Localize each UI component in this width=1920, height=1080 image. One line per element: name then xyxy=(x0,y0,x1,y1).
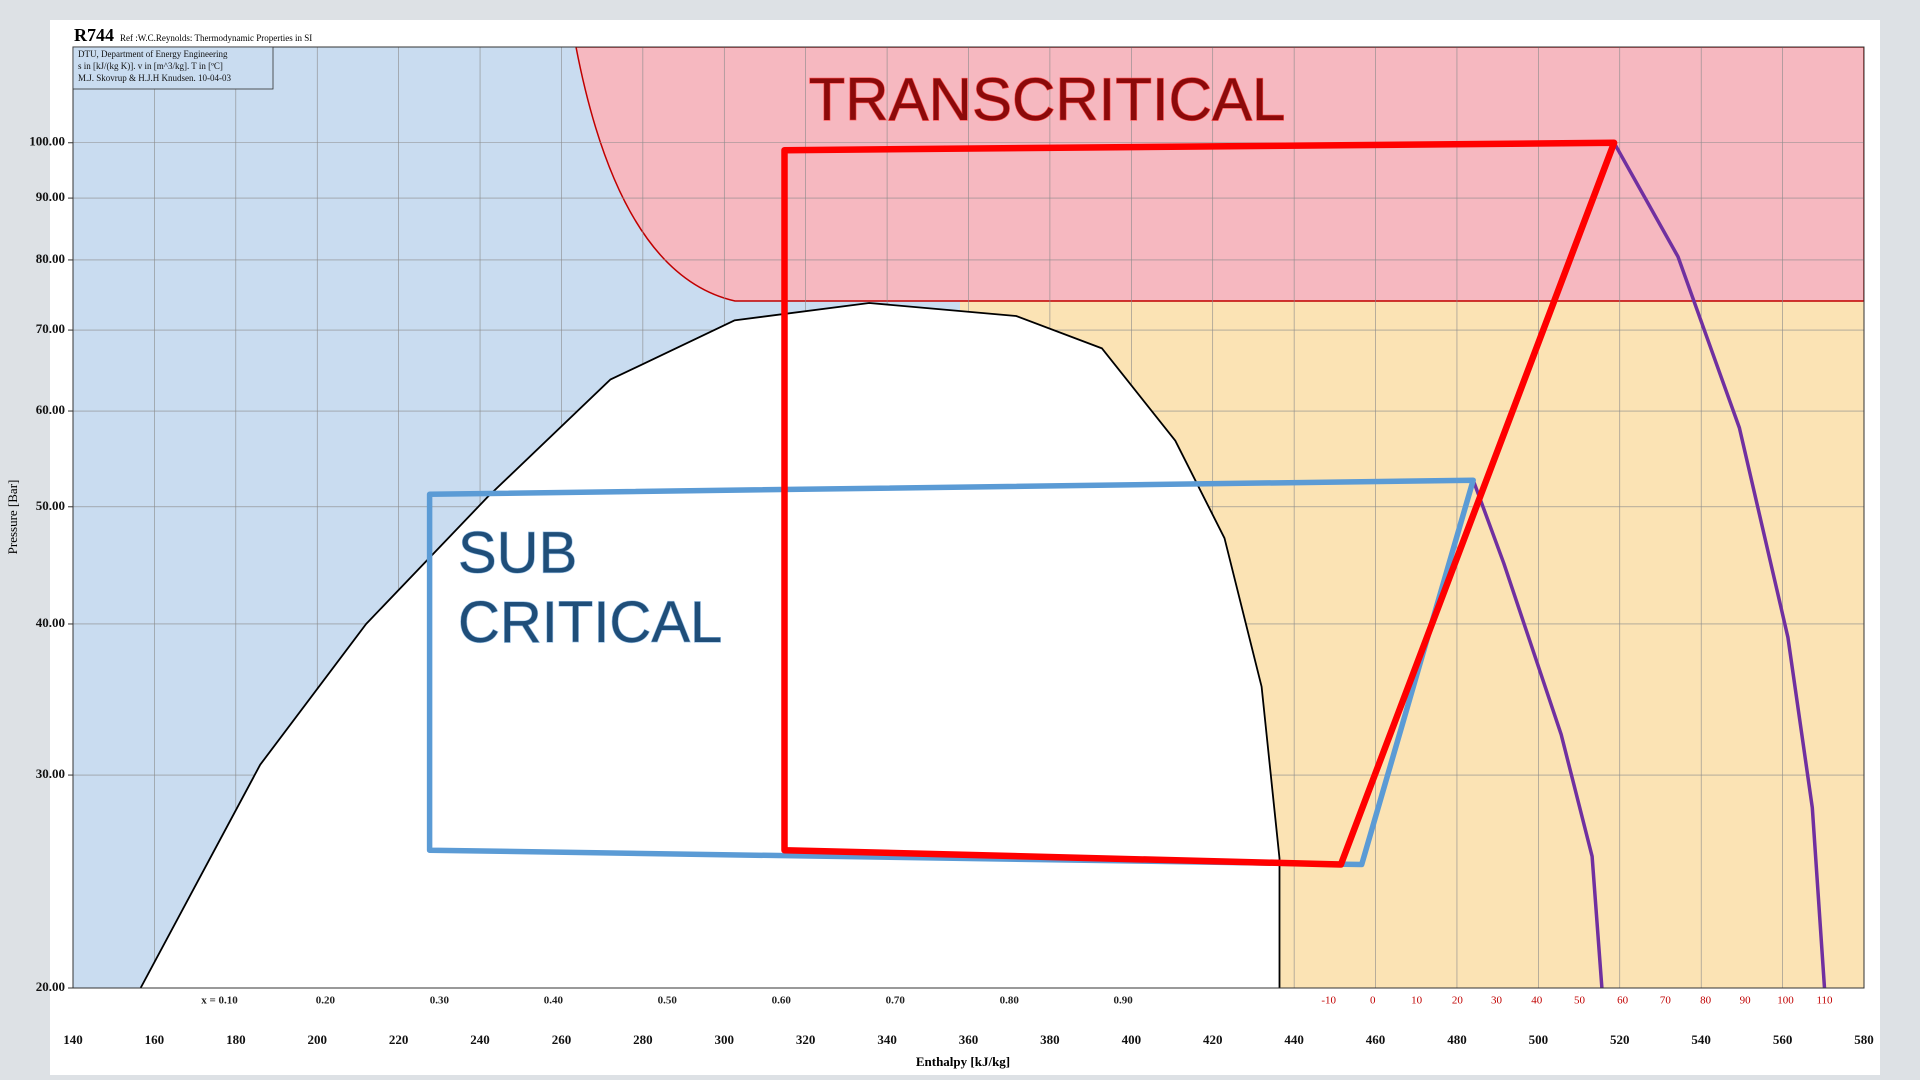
x-tick-label: 320 xyxy=(796,1032,816,1047)
y-tick-label: 80.00 xyxy=(36,251,65,266)
x-tick-label: 520 xyxy=(1610,1032,1630,1047)
x-tick-label: 380 xyxy=(1040,1032,1060,1047)
y-tick-label: 90.00 xyxy=(36,189,65,204)
x-tick-label: 580 xyxy=(1854,1032,1874,1047)
annotation: SUB xyxy=(458,520,577,585)
temperature-label: -10 xyxy=(1321,995,1336,1007)
temperature-label: 80 xyxy=(1700,995,1712,1007)
temperature-label: 60 xyxy=(1617,995,1629,1007)
quality-label: 0.90 xyxy=(1114,995,1134,1007)
temperature-label: 110 xyxy=(1816,995,1833,1007)
y-tick-label: 40.00 xyxy=(36,615,65,630)
x-tick-label: 500 xyxy=(1529,1032,1549,1047)
x-tick-label: 360 xyxy=(959,1032,979,1047)
temperature-label: 40 xyxy=(1531,995,1543,1007)
quality-label: 0.80 xyxy=(1000,995,1020,1007)
x-tick-label: 200 xyxy=(307,1032,327,1047)
x-tick-label: 440 xyxy=(1284,1032,1304,1047)
y-tick-label: 50.00 xyxy=(36,498,65,513)
x-tick-label: 300 xyxy=(715,1032,735,1047)
annotation: CRITICAL xyxy=(458,590,722,655)
quality-label: 0.40 xyxy=(544,995,564,1007)
x-tick-label: 260 xyxy=(552,1032,572,1047)
temperature-label: 10 xyxy=(1411,995,1423,1007)
y-tick-label: 60.00 xyxy=(36,402,65,417)
y-tick-label: 30.00 xyxy=(36,766,65,781)
x-tick-label: 560 xyxy=(1773,1032,1793,1047)
chart-title: R744 xyxy=(74,25,114,45)
y-tick-label: 100.00 xyxy=(29,134,65,149)
x-tick-label: 280 xyxy=(633,1032,653,1047)
info-line: s in [kJ/(kg K)]. v in [m^3/kg]. T in [º… xyxy=(78,61,223,71)
x-tick-label: 180 xyxy=(226,1032,246,1047)
temperature-label: 30 xyxy=(1491,995,1503,1007)
page: {"chart_data": { "type": "line", "title"… xyxy=(0,0,1920,1080)
x-tick-label: 220 xyxy=(389,1032,409,1047)
quality-label: 0.70 xyxy=(886,995,906,1007)
x-tick-label: 460 xyxy=(1366,1032,1386,1047)
annotation: TRANSCRITICAL xyxy=(809,66,1286,133)
temperature-label: 50 xyxy=(1574,995,1586,1007)
quality-label: 0.30 xyxy=(430,995,450,1007)
y-tick-label: 70.00 xyxy=(36,321,65,336)
y-tick-label: 20.00 xyxy=(36,979,65,994)
x-tick-label: 400 xyxy=(1122,1032,1142,1047)
temperature-label: 20 xyxy=(1452,995,1464,1007)
x-tick-label: 420 xyxy=(1203,1032,1223,1047)
x-tick-label: 240 xyxy=(470,1032,490,1047)
x-tick-label: 480 xyxy=(1447,1032,1467,1047)
info-line: M.J. Skovrup & H.J.H Knudsen. 10-04-03 xyxy=(78,73,232,83)
x-tick-label: 340 xyxy=(877,1032,897,1047)
temperature-label: 70 xyxy=(1660,995,1672,1007)
temperature-label: 100 xyxy=(1777,995,1794,1007)
info-line: DTU, Department of Energy Engineering xyxy=(78,49,228,59)
temperature-label: 0 xyxy=(1370,995,1376,1007)
temperature-label: 90 xyxy=(1740,995,1752,1007)
quality-label: 0.60 xyxy=(772,995,792,1007)
x-tick-label: 140 xyxy=(63,1032,83,1047)
y-axis-label: Pressure [Bar] xyxy=(5,480,20,555)
x-axis-label: Enthalpy [kJ/kg] xyxy=(916,1054,1010,1069)
chart: R744 Ref :W.C.Reynolds: Thermodynamic Pr… xyxy=(0,0,1920,1080)
quality-label: x = 0.10 xyxy=(201,995,238,1007)
x-tick-label: 540 xyxy=(1691,1032,1711,1047)
quality-label: 0.50 xyxy=(658,995,678,1007)
x-tick-label: 160 xyxy=(145,1032,165,1047)
quality-label: 0.20 xyxy=(316,995,336,1007)
chart-subtitle: Ref :W.C.Reynolds: Thermodynamic Propert… xyxy=(120,33,312,43)
